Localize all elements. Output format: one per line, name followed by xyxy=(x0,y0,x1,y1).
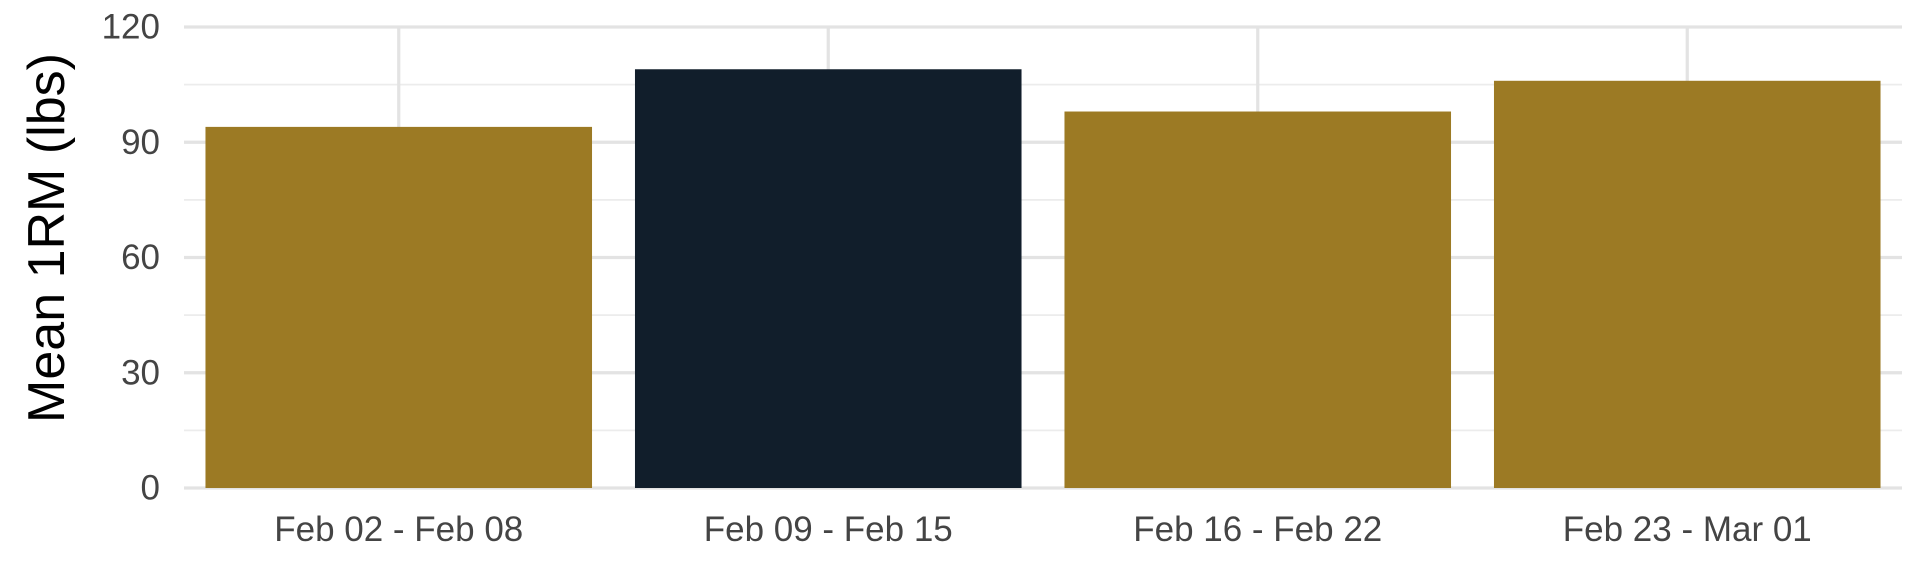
x-tick-label: Feb 09 - Feb 15 xyxy=(704,510,953,549)
bars xyxy=(205,69,1881,489)
x-axis-ticks: Feb 02 - Feb 08 Feb 09 - Feb 15 Feb 16 - F… xyxy=(274,510,1812,549)
x-tick-label: Feb 16 - Feb 22 xyxy=(1133,510,1382,549)
y-tick-label: 120 xyxy=(102,8,160,47)
y-axis-ticks: 0 30 60 90 120 xyxy=(102,8,160,508)
y-tick-label: 0 xyxy=(141,469,160,508)
bar-2 xyxy=(1064,111,1452,489)
y-tick-label: 60 xyxy=(121,238,160,277)
bar-3 xyxy=(1493,80,1881,489)
x-tick-label: Feb 23 - Mar 01 xyxy=(1563,510,1812,549)
y-axis-title: Mean 1RM (lbs) xyxy=(18,53,76,423)
bar-0 xyxy=(205,126,593,488)
y-tick-label: 30 xyxy=(121,353,160,392)
bar-1 xyxy=(634,69,1022,488)
x-tick-label: Feb 02 - Feb 08 xyxy=(274,510,523,549)
y-tick-label: 90 xyxy=(121,123,160,162)
